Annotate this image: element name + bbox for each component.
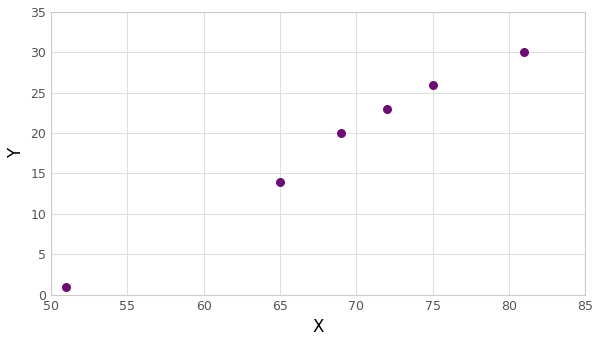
Y-axis label: Y: Y	[7, 148, 25, 158]
X-axis label: X: X	[313, 318, 324, 336]
Point	[275, 179, 285, 184]
Point	[428, 82, 437, 87]
Point	[62, 284, 71, 289]
Point	[336, 130, 346, 136]
Point	[519, 50, 529, 55]
Point	[382, 106, 392, 111]
